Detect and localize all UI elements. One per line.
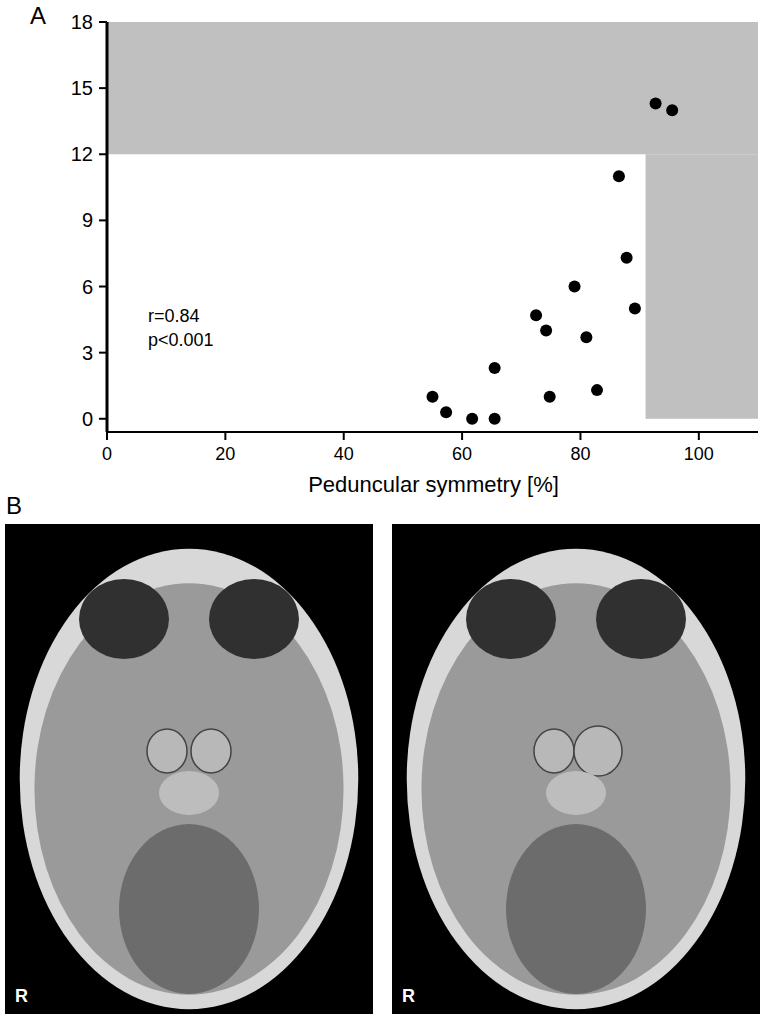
image-background <box>5 524 373 1014</box>
data-point <box>621 252 633 264</box>
data-point <box>580 331 592 343</box>
peduncle-roi <box>534 729 574 773</box>
y-tick <box>99 87 107 89</box>
data-point <box>666 104 678 116</box>
x-tick-label: 100 <box>684 444 714 464</box>
brain <box>421 583 730 995</box>
head <box>407 549 746 1010</box>
data-point <box>569 281 581 293</box>
data-point <box>427 391 439 403</box>
x-axis-title: Peduncular symmetry [%] <box>308 472 559 497</box>
image-background <box>392 524 760 1014</box>
data-point <box>440 406 452 418</box>
cerebellum <box>119 824 259 994</box>
eye <box>466 579 556 659</box>
x-tick <box>461 432 463 440</box>
y-tick-label: 6 <box>82 276 93 298</box>
mri-image: R <box>5 524 373 1014</box>
shaded-region <box>107 22 758 154</box>
plot-area <box>107 22 758 425</box>
y-tick-label: 0 <box>82 408 93 430</box>
data-point <box>591 384 603 396</box>
brain <box>34 583 343 995</box>
annotation: p<0.001 <box>148 330 214 350</box>
x-tick <box>343 432 345 440</box>
data-point <box>489 362 501 374</box>
data-point <box>544 391 556 403</box>
shaded-region <box>646 154 758 419</box>
x-tick-label: 40 <box>334 444 354 464</box>
y-tick <box>99 219 107 221</box>
x-axis <box>107 431 758 433</box>
peduncle-roi <box>574 726 622 776</box>
cerebellum <box>506 824 646 994</box>
data-point <box>530 309 542 321</box>
x-tick <box>698 432 700 440</box>
y-tick <box>99 352 107 354</box>
y-tick-label: 3 <box>82 342 93 364</box>
y-tick <box>99 21 107 23</box>
y-tick <box>99 153 107 155</box>
x-tick-label: 0 <box>102 444 112 464</box>
panel-label: B <box>6 492 22 519</box>
orientation-label: R <box>15 986 28 1006</box>
pons <box>546 771 606 815</box>
pons <box>159 771 219 815</box>
y-tick-label: 15 <box>71 77 93 99</box>
y-tick-label: 12 <box>71 143 93 165</box>
data-point <box>489 413 501 425</box>
data-point <box>613 170 625 182</box>
mri-image: R <box>392 524 760 1014</box>
data-point <box>540 325 552 337</box>
y-tick <box>99 418 107 420</box>
eye <box>79 579 169 659</box>
annotation: r=0.84 <box>148 306 200 326</box>
x-tick <box>224 432 226 440</box>
peduncle-roi <box>147 729 187 773</box>
x-tick-label: 80 <box>570 444 590 464</box>
data-point <box>629 303 641 315</box>
y-tick-label: 9 <box>82 209 93 231</box>
x-tick-label: 20 <box>215 444 235 464</box>
data-point <box>650 98 662 110</box>
y-tick-label: 18 <box>71 11 93 33</box>
head <box>20 549 359 1010</box>
x-tick <box>579 432 581 440</box>
y-axis <box>106 22 109 432</box>
y-tick <box>99 286 107 288</box>
x-tick <box>106 432 108 440</box>
eye <box>596 579 686 659</box>
x-tick-label: 60 <box>452 444 472 464</box>
eye <box>209 579 299 659</box>
data-point <box>466 413 478 425</box>
panel-label: A <box>30 2 46 29</box>
orientation-label: R <box>402 986 415 1006</box>
figure: 0 3 6 9 12 15 18 0 20 40 60 80 100 Peduncular symmetr… <box>0 0 765 1019</box>
peduncle-roi <box>191 729 231 773</box>
